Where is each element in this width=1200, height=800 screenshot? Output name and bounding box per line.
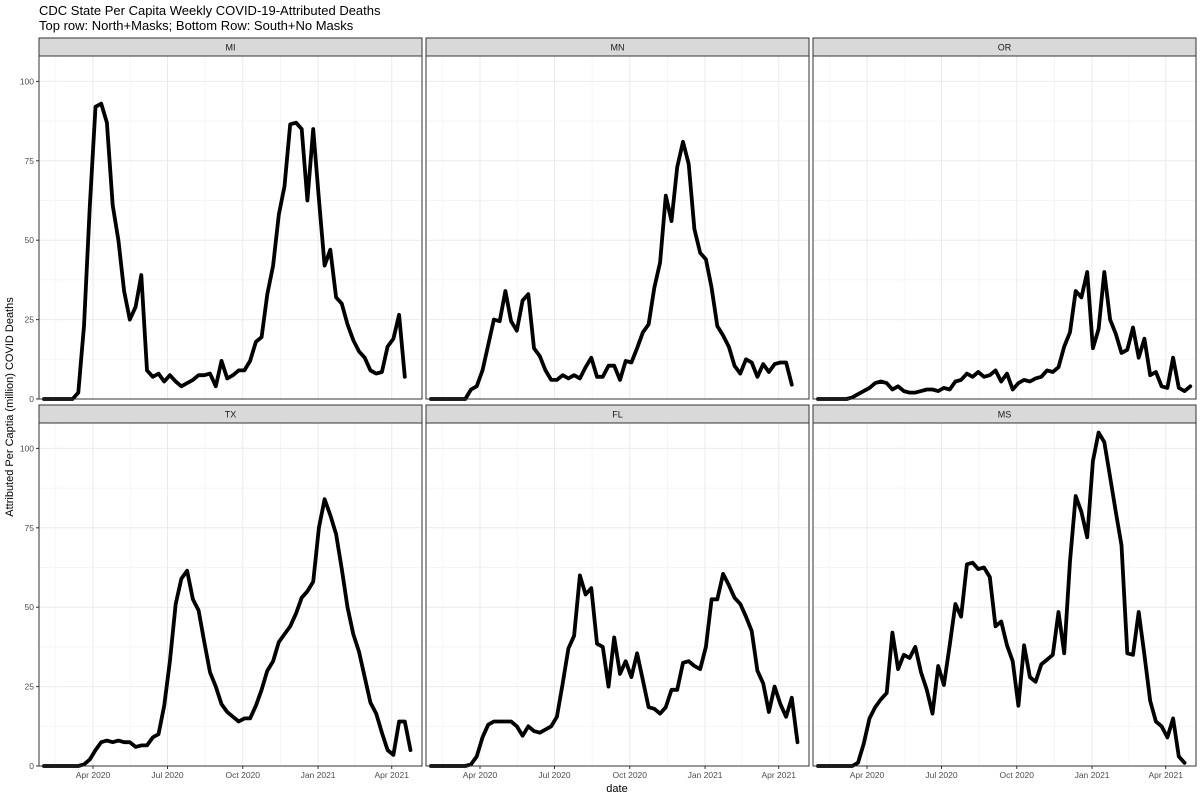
series-line-mn <box>428 139 794 401</box>
series-line-ms <box>816 430 1187 768</box>
panel-border-tx <box>38 422 423 767</box>
facet-panel-or: OR <box>812 37 1197 401</box>
x-tick-label: Jan 2021 <box>688 770 723 780</box>
plot-area-mn <box>426 56 809 399</box>
plot-area-tx <box>39 423 422 766</box>
y-tick-label: 0 <box>29 394 34 404</box>
chart-title: CDC State Per Capita Weekly COVID-19-Att… <box>39 3 381 18</box>
y-tick-label: 100 <box>20 76 34 86</box>
x-tick-label: Apr 2020 <box>850 770 885 780</box>
x-tick-label: Oct 2020 <box>226 770 261 780</box>
plot-area-or <box>813 56 1196 399</box>
chart-subtitle: Top row: North+Masks; Bottom Row: South+… <box>39 18 354 33</box>
x-tick-label: Apr 2020 <box>463 770 498 780</box>
x-tick-label: Jul 2020 <box>538 770 570 780</box>
x-tick-label: Apr 2021 <box>761 770 796 780</box>
facet-panel-ms: MS Apr 2020 Jul 2020 Oct 2020 Jan 2021 Apr 20… <box>812 404 1197 780</box>
x-tick-label: Jan 2021 <box>1075 770 1110 780</box>
facet-panels: MI 0 25 50 75 100 MN OR TX 0 25 50 75 100 Apr 2020 Jul … <box>20 37 1197 780</box>
x-tick-label: Jul 2020 <box>925 770 957 780</box>
x-tick-label: Apr 2020 <box>76 770 111 780</box>
x-tick-label: Jul 2020 <box>151 770 183 780</box>
x-tick-label: Oct 2020 <box>613 770 648 780</box>
facet-panel-mi: MI 0 25 50 75 100 <box>20 37 423 404</box>
strip-label-mi: MI <box>226 43 236 53</box>
strip-label-ms: MS <box>998 410 1012 420</box>
panel-border-mn <box>425 55 810 400</box>
series-line-fl <box>428 572 800 768</box>
plot-area-ms <box>813 423 1196 766</box>
strip-label-or: OR <box>998 43 1012 53</box>
series-line-tx <box>42 497 413 768</box>
y-tick-label: 25 <box>25 315 35 325</box>
x-axis-title: date <box>606 783 627 795</box>
strip-label-fl: FL <box>612 410 623 420</box>
y-axis-title: Attributed Per Captia (million) COVID De… <box>4 297 16 517</box>
y-tick-label: 50 <box>25 602 35 612</box>
strip-label-mn: MN <box>611 43 625 53</box>
y-tick-label: 100 <box>20 443 34 453</box>
facet-panel-tx: TX 0 25 50 75 100 Apr 2020 Jul 2020 Oct 2020 Jan … <box>20 404 423 780</box>
panel-border-mi <box>38 55 423 400</box>
y-tick-label: 75 <box>25 156 35 166</box>
panel-border-or <box>812 55 1197 400</box>
y-tick-label: 50 <box>25 235 35 245</box>
y-tick-label: 75 <box>25 523 35 533</box>
strip-label-tx: TX <box>225 410 237 420</box>
panel-border-fl <box>425 422 810 767</box>
x-tick-label: Apr 2021 <box>374 770 409 780</box>
x-tick-label: Jan 2021 <box>301 770 336 780</box>
x-tick-label: Oct 2020 <box>1000 770 1035 780</box>
plot-area-fl <box>426 423 809 766</box>
y-tick-label: 25 <box>25 682 35 692</box>
series-line-mi <box>42 101 407 401</box>
y-tick-label: 0 <box>29 761 34 771</box>
facet-panel-mn: MN <box>425 37 810 401</box>
series-line-or <box>816 270 1193 401</box>
panel-border-ms <box>812 422 1197 767</box>
facet-panel-fl: FL Apr 2020 Jul 2020 Oct 2020 Jan 2021 Apr 20… <box>425 404 810 780</box>
x-tick-label: Apr 2021 <box>1148 770 1183 780</box>
